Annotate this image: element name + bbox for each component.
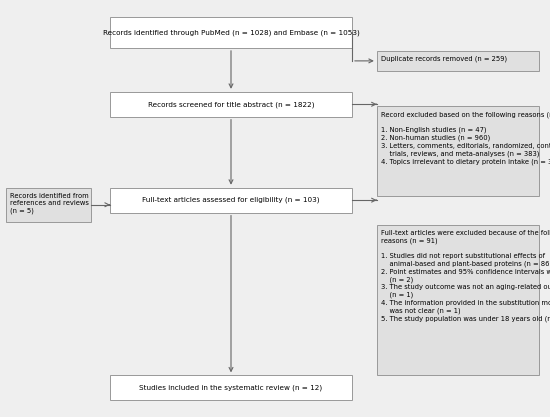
Text: Duplicate records removed (n = 259): Duplicate records removed (n = 259) xyxy=(381,56,507,63)
Text: Records identified from
references and reviews
(n = 5): Records identified from references and r… xyxy=(10,193,89,214)
Text: Record excluded based on the following reasons (n = 1724)

1. Non-English studie: Record excluded based on the following r… xyxy=(381,111,550,165)
Bar xyxy=(110,375,352,400)
Bar xyxy=(110,92,352,117)
Text: Full-text articles were excluded because of the following
reasons (n = 91)

1. S: Full-text articles were excluded because… xyxy=(381,230,550,322)
Bar xyxy=(377,225,539,375)
Text: Full-text articles assessed for eligibility (n = 103): Full-text articles assessed for eligibil… xyxy=(142,197,320,203)
Text: Studies included in the systematic review (n = 12): Studies included in the systematic revie… xyxy=(140,384,322,391)
Bar xyxy=(110,188,352,213)
Bar xyxy=(110,17,352,48)
Bar xyxy=(377,51,539,71)
Bar xyxy=(6,188,91,222)
Text: Records screened for title abstract (n = 1822): Records screened for title abstract (n =… xyxy=(148,101,314,108)
Bar xyxy=(377,106,539,196)
Text: Records identified through PubMed (n = 1028) and Embase (n = 1053): Records identified through PubMed (n = 1… xyxy=(103,29,359,35)
